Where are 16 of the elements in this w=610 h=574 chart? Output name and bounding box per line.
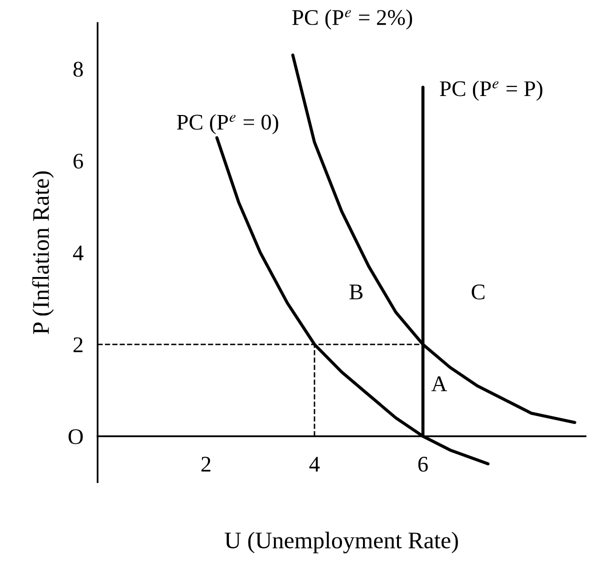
y-tick-label: 2 [74,337,82,352]
series-label: PC (P$^{e}$ = P) [440,80,542,101]
y-tick-label: O [68,429,83,444]
x-tick-label: 4 [309,456,320,472]
y-tick-label: 6 [74,154,84,169]
y-axis-title: P (Inflation Rate) [32,171,54,334]
series-label: PC (P$^{e}$ = 2%) [292,9,412,30]
annotation: A [431,376,448,392]
x-axis-title: U (Unemployment Rate) [224,532,458,554]
x-tick-label: 2 [201,456,210,472]
series-label: PC (P$^{e}$ = 0) [176,114,278,134]
annotation: C [472,284,484,300]
y-tick-label: 8 [73,62,83,77]
y-tick-label: 4 [73,246,84,260]
x-tick-label: 6 [418,456,428,472]
annotation: B [349,284,363,300]
